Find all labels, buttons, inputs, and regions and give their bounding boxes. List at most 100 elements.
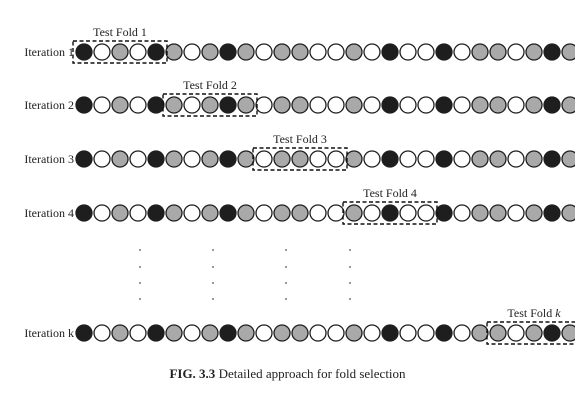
sample-circle-white [399,96,417,114]
ellipsis-dot [139,266,141,268]
ellipsis-dot [285,249,287,251]
test-fold-box [72,40,168,64]
ellipsis-dot [349,249,351,251]
sample-circle-black [543,150,561,168]
sample-circle-black [381,150,399,168]
sample-circle-black [219,324,237,342]
sample-circle-white [129,204,147,222]
sample-circle-white [327,150,345,168]
sample-circle-gray [525,96,543,114]
sample-circle-black [435,150,453,168]
sample-circle-white [507,96,525,114]
sample-circle-white [363,96,381,114]
iteration-label: Iteration 3 [24,152,74,166]
ellipsis-dot [212,266,214,268]
sample-circle-white [453,324,471,342]
ellipsis-dot [212,282,214,284]
sample-circle-black [543,43,561,61]
sample-circle-gray [561,96,575,114]
sample-circle-gray [165,43,183,61]
sample-circle-gray [111,324,129,342]
sample-circle-white [453,96,471,114]
sample-circle-gray [561,150,575,168]
test-fold-box [162,93,258,117]
sample-circle-black [435,324,453,342]
sample-circle-gray [237,43,255,61]
iteration-label: Iteration 1 [24,45,74,59]
sample-circle-white [129,324,147,342]
sample-circle-gray [111,43,129,61]
sample-circle-black [381,43,399,61]
sample-circle-white [399,43,417,61]
ellipsis-dot [139,282,141,284]
sample-circle-black [147,324,165,342]
sample-circle-gray [237,96,255,114]
sample-circle-gray [291,324,309,342]
sample-circle-black [381,204,399,222]
ellipsis-dot [285,298,287,300]
test-fold-box [486,321,575,345]
test-fold-label: Test Fold 2 [183,78,237,92]
sample-circle-white [507,204,525,222]
sample-circle-gray [111,96,129,114]
sample-circle-gray [237,204,255,222]
sample-circle-white [93,43,111,61]
sample-circle-black [75,96,93,114]
sample-circle-white [327,324,345,342]
sample-circle-gray [201,43,219,61]
ellipsis-dot [349,282,351,284]
sample-circle-black [75,43,93,61]
sample-circle-white [255,150,273,168]
sample-circle-black [219,204,237,222]
sample-circle-gray [237,324,255,342]
sample-circle-gray [273,43,291,61]
sample-circle-gray [525,43,543,61]
sample-circle-white [417,96,435,114]
sample-circle-gray [273,204,291,222]
sample-circle-gray [165,96,183,114]
sample-circle-black [543,96,561,114]
sample-circle-black [147,204,165,222]
sample-circle-white [255,204,273,222]
ellipsis-dot [349,266,351,268]
sample-circle-white [129,43,147,61]
sample-circle-black [75,150,93,168]
sample-circle-gray [525,324,543,342]
test-fold-label: Test Fold 4 [363,186,417,200]
test-fold-label: Test Fold 1 [93,25,147,39]
sample-circle-gray [345,96,363,114]
sample-circle-white [417,204,435,222]
sample-circle-white [507,150,525,168]
ellipsis-dot [349,298,351,300]
sample-circle-black [219,150,237,168]
sample-circle-black [543,324,561,342]
sample-circle-white [363,150,381,168]
sample-circle-white [507,43,525,61]
sample-circle-gray [489,150,507,168]
sample-circle-gray [111,204,129,222]
sample-circle-white [93,204,111,222]
sample-circle-white [363,204,381,222]
sample-circle-gray [273,150,291,168]
iteration-label: Iteration 2 [24,98,74,112]
sample-circle-gray [471,324,489,342]
sample-circle-black [147,96,165,114]
test-fold-label: Test Fold 3 [273,132,327,146]
sample-circle-white [255,96,273,114]
sample-circle-gray [561,43,575,61]
sample-circle-gray [525,150,543,168]
sample-circle-white [417,324,435,342]
sample-circle-black [381,96,399,114]
sample-circle-white [417,150,435,168]
sample-circle-gray [201,150,219,168]
sample-circle-white [363,324,381,342]
sample-circle-gray [291,150,309,168]
sample-circle-white [327,43,345,61]
test-fold-label: Test Fold k [507,306,561,320]
sample-circle-white [327,96,345,114]
sample-circle-white [93,150,111,168]
test-fold-box [342,201,438,225]
sample-circle-white [399,324,417,342]
sample-circle-white [93,96,111,114]
